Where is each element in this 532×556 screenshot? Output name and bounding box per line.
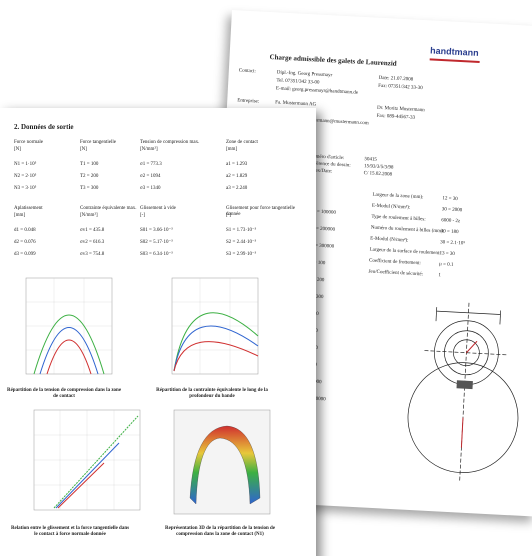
section-title: 2. Données de sortie — [14, 124, 74, 132]
column-header: Tension de compression max. — [140, 140, 199, 146]
column-header: [N] — [14, 147, 21, 153]
column-header: Force normale — [14, 140, 43, 146]
screenshot: handtmann Charge admissible des galets d… — [0, 0, 532, 556]
table-cell: S03 = 6.34·10⁻³ — [140, 252, 173, 258]
table-cell: N3 = 3·10⁵ — [14, 186, 36, 192]
table-cell: σ2 = 1094 — [140, 174, 161, 180]
table-cell: T2 = 200 — [80, 174, 98, 180]
table-cell: d2 = 0.076 — [14, 240, 36, 246]
plot-slip — [14, 408, 144, 520]
table-cell: S3 = 2.99·10⁻³ — [226, 252, 256, 258]
table-cell: σv2 = 616.3 — [80, 240, 104, 246]
column-header: [N] — [80, 147, 87, 153]
column-header: Force tangentielle — [80, 140, 116, 146]
table-cell: S01 = 3.66·10⁻³ — [140, 228, 173, 234]
column-header: [-] — [226, 213, 296, 219]
plot-equivalent-stress — [160, 276, 260, 386]
table-cell: σv3 = 754.8 — [80, 252, 104, 258]
table-cell: σ1 = 773.3 — [140, 162, 162, 168]
table-cell: d3 = 0.099 — [14, 252, 36, 258]
table-cell: N2 = 2·10⁵ — [14, 174, 36, 180]
param-text: 1 — [438, 273, 441, 279]
plot-3d — [172, 408, 272, 520]
column-header: [N/mm²] — [80, 213, 98, 219]
table-cell: σ3 = 1340 — [140, 186, 161, 192]
param-text: 13 = 30 — [439, 251, 455, 257]
figure-caption: Répartition de la tension de compression… — [4, 388, 124, 400]
table-cell: S1 = 1.73·10⁻³ — [226, 228, 256, 234]
table-cell: a1 = 1.293 — [226, 162, 247, 168]
table-cell: N1 = 1·10⁵ — [14, 162, 36, 168]
column-header: Contrainte équivalente max. — [80, 206, 137, 212]
column-header: [-] — [140, 213, 145, 219]
table-cell: S02 = 5.17·10⁻³ — [140, 240, 173, 246]
table-cell: a3 = 2.240 — [226, 186, 247, 192]
param-text: 40 = 180 — [441, 229, 459, 235]
figure-caption: Répartition de la contrainte équivalente… — [152, 388, 272, 400]
column-header: [mm] — [14, 213, 25, 219]
figure-caption: Représentation 3D de la répartition de l… — [160, 526, 280, 538]
param-text: 30 = 2000 — [442, 207, 463, 214]
plot-compression — [14, 276, 114, 386]
param-text: 6000 - 2z — [441, 218, 460, 224]
param-text: µ = 0.1 — [439, 262, 454, 268]
article-text: 50415 — [364, 157, 377, 163]
contact-text: Entreprise: — [237, 98, 259, 105]
table-cell: a2 = 1.829 — [226, 174, 247, 180]
table-cell: d1 = 0.048 — [14, 228, 36, 234]
column-header: Zone de contact — [226, 140, 258, 146]
contact-text: Contact: — [239, 68, 256, 74]
column-header: [mm] — [226, 147, 237, 153]
table-cell: T3 = 300 — [80, 186, 98, 192]
column-header: Glissement à vide — [140, 206, 176, 212]
column-header: Aplatissement — [14, 206, 43, 212]
figure-caption: Relation entre le glissement et la force… — [10, 526, 130, 538]
table-cell: S2 = 2.44·10⁻³ — [226, 240, 256, 246]
table-cell: σv1 = 435.8 — [80, 228, 104, 234]
param-text: 12 = 30 — [442, 196, 458, 202]
front-page: 2. Données de sortie Force normale[N]For… — [0, 108, 316, 556]
column-header: [N/mm²] — [140, 147, 158, 153]
table-cell: T1 = 100 — [80, 162, 98, 168]
